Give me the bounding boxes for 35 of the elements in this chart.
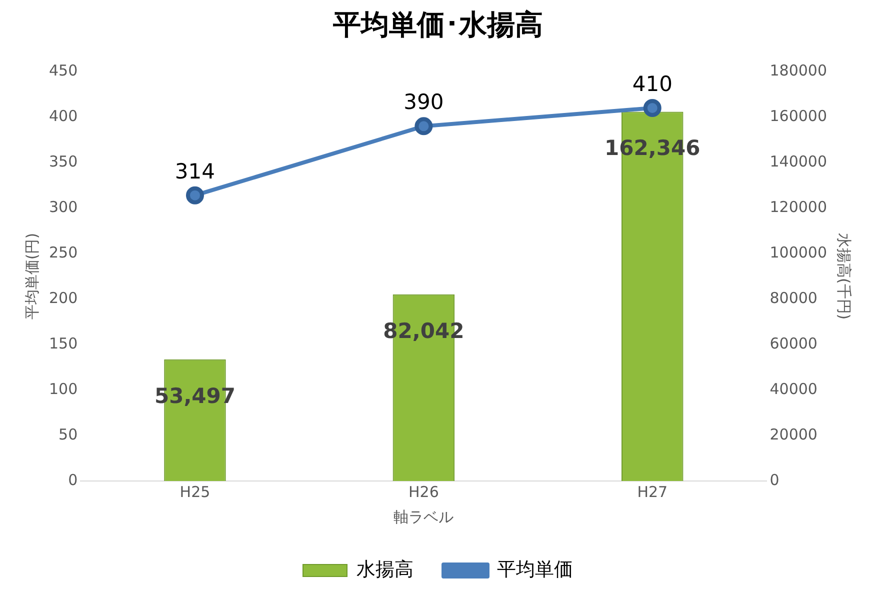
- y-tick-label: 300: [48, 198, 78, 216]
- y2-tick-label: 40000: [770, 380, 818, 398]
- y-tick-label: 0: [68, 470, 78, 489]
- y2-tick-label: 140000: [770, 152, 828, 170]
- y2-tick-label: 80000: [770, 288, 818, 307]
- legend-label: 水揚高: [356, 558, 414, 580]
- x-axis-title: 軸ラベル: [394, 508, 454, 526]
- chart-title: 平均単価･水揚高: [332, 8, 543, 42]
- x-tick-label: H26: [408, 482, 439, 501]
- y-tick-label: 100: [48, 380, 78, 398]
- y-tick-label: 50: [58, 425, 78, 444]
- x-tick-label: H25: [180, 482, 210, 501]
- y2-tick-label: 100000: [770, 243, 828, 262]
- point: [643, 98, 662, 117]
- point: [186, 186, 204, 204]
- y2-tick-label: 180000: [770, 61, 828, 80]
- y-axis-title: 平均単価(円): [22, 232, 41, 320]
- data-label: 410: [632, 72, 672, 96]
- y2-tick-label: 160000: [770, 106, 828, 125]
- y-tick-label: 450: [48, 61, 78, 80]
- y2-tick-label: 60000: [770, 334, 818, 352]
- y-tick-label: 400: [48, 106, 78, 125]
- y-tick-label: 150: [48, 334, 78, 352]
- y-tick-label: 350: [48, 152, 78, 170]
- point: [414, 117, 433, 136]
- y-tick-label: 250: [48, 243, 78, 262]
- y-tick-label: 200: [48, 288, 78, 307]
- y2-tick-label: 120000: [770, 198, 828, 216]
- data-label: 314: [174, 159, 216, 184]
- y2-tick-label: 20000: [770, 425, 818, 444]
- legend-label: 平均単価: [497, 558, 573, 580]
- y2-tick-label: 0: [770, 470, 780, 489]
- y2-axis-title: 水揚高(千円): [835, 232, 854, 320]
- x-tick-label: H27: [637, 482, 668, 501]
- data-label: 390: [404, 90, 444, 114]
